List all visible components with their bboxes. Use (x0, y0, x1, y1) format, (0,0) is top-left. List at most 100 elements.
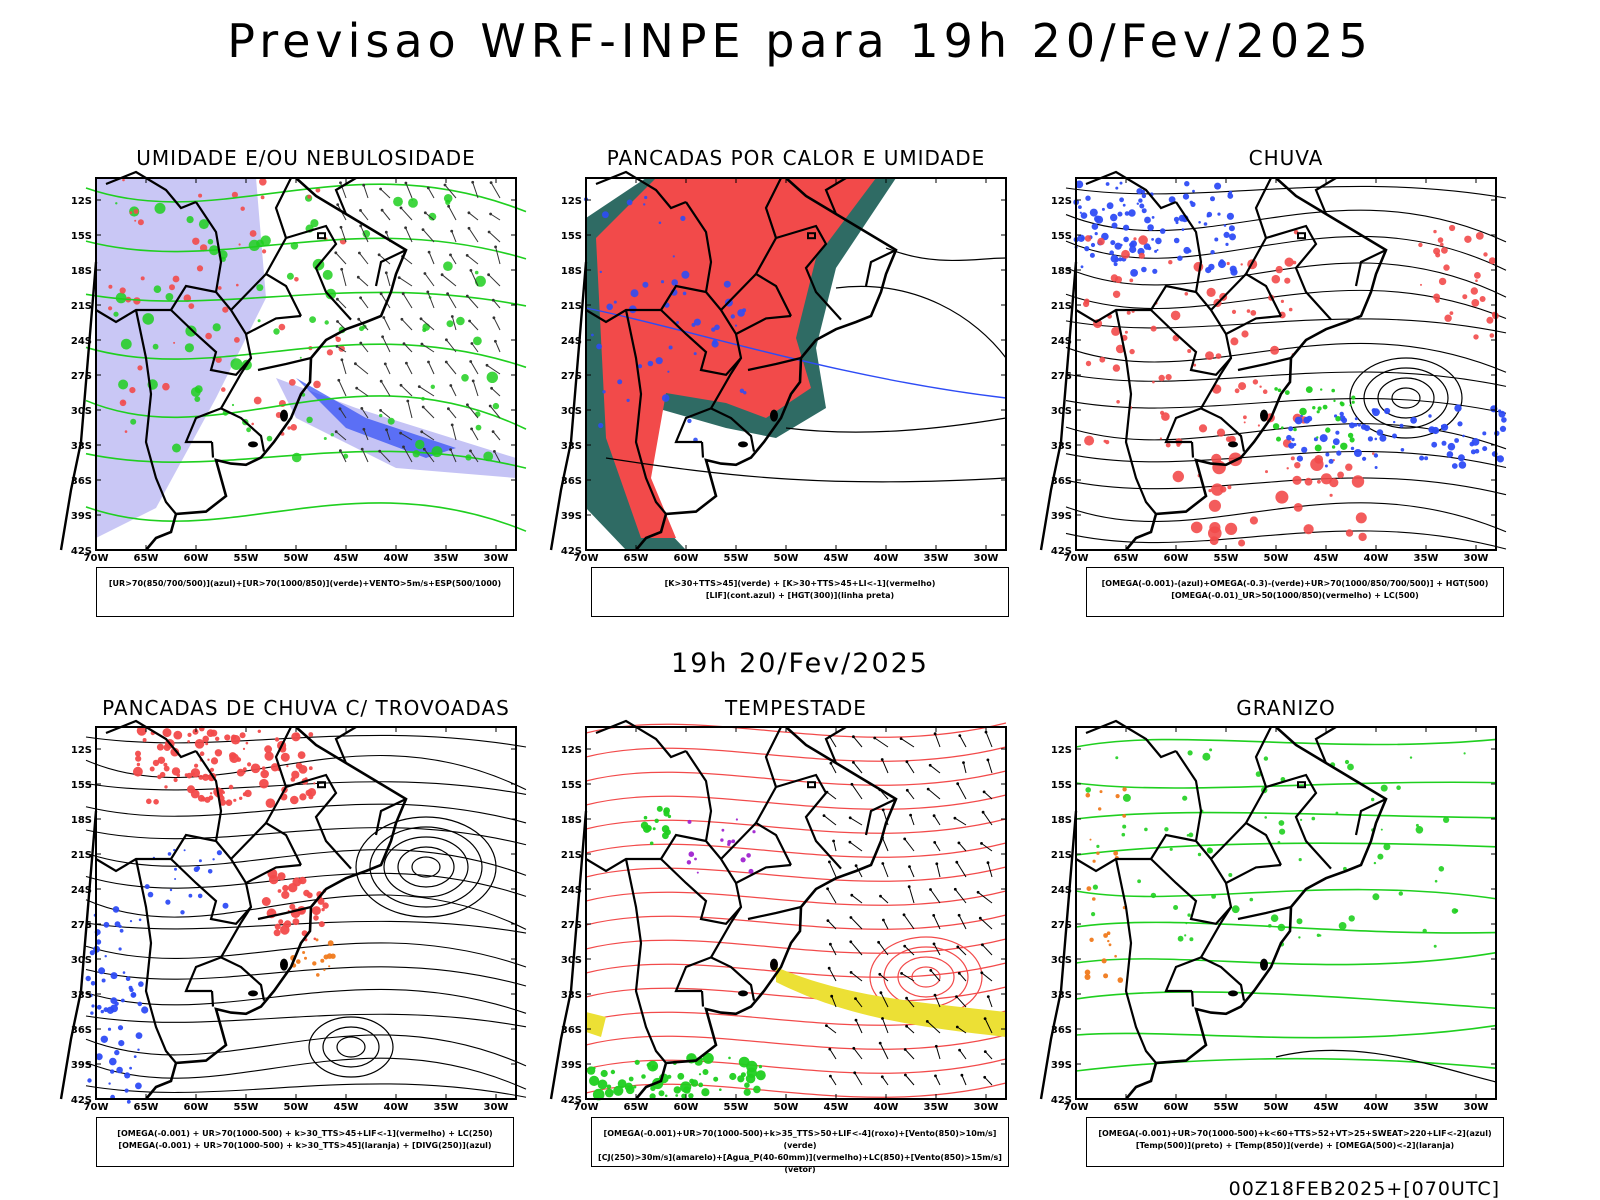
data-blob (240, 206, 245, 211)
gyre-contour (322, 1026, 380, 1068)
data-blob (292, 918, 300, 926)
wind-vector-head (981, 943, 984, 947)
data-blob (95, 939, 102, 945)
lat-label: 15S (561, 780, 582, 791)
page-title: Previsao WRF-INPE para 19h 20/Fev/2025 (227, 14, 1373, 68)
wind-vector-head (423, 272, 427, 275)
data-blob (362, 230, 371, 238)
wind-vector-head (468, 319, 471, 323)
lon-label: 50W (284, 1102, 309, 1113)
data-blob (234, 337, 240, 343)
wind-vector-head (986, 995, 990, 998)
wind-vector-head (928, 763, 932, 767)
data-blob (743, 391, 747, 395)
lat-label: 12S (561, 745, 582, 756)
wind-vector (957, 946, 967, 956)
country-border (764, 177, 782, 239)
data-blob (1322, 404, 1328, 410)
data-blob (1086, 886, 1092, 891)
data-blob (1111, 222, 1118, 229)
data-blob (1280, 299, 1284, 303)
streamline (85, 1083, 527, 1098)
wind-vector (882, 863, 889, 878)
lat-label: 27S (71, 920, 92, 931)
data-blob (215, 750, 218, 753)
data-blob (602, 390, 606, 394)
panel-title-umidade: UMIDADE E/OU NEBULOSIDADE (136, 146, 476, 170)
data-blob (1185, 922, 1188, 925)
lat-label: 30S (1051, 955, 1072, 966)
country-border (1354, 798, 1387, 836)
wind-vector (853, 1047, 863, 1060)
data-blob (118, 379, 129, 390)
data-blob (256, 284, 264, 292)
data-blob (264, 751, 274, 761)
wind-vector-head (852, 735, 855, 739)
data-blob (1117, 977, 1124, 983)
data-blob (474, 411, 481, 417)
data-blob (1096, 851, 1100, 855)
data-blob (122, 178, 125, 182)
data-blob (1217, 212, 1221, 216)
data-blob (644, 195, 648, 200)
streamline (85, 343, 527, 369)
data-blob (1301, 446, 1308, 453)
data-blob (212, 858, 215, 861)
data-blob (119, 287, 126, 294)
gyre-contour (308, 1016, 394, 1078)
data-blob (1367, 436, 1373, 442)
lon-label: 55W (724, 1102, 749, 1113)
data-blob (1112, 290, 1121, 298)
data-blob (1101, 207, 1105, 211)
wind-vector-head (926, 787, 930, 791)
data-blob (1238, 539, 1246, 547)
data-blob (1420, 283, 1422, 286)
data-blob (1085, 195, 1091, 201)
data-blob (1075, 180, 1084, 189)
wind-vector (383, 317, 391, 331)
data-blob (475, 424, 482, 431)
data-blob (1206, 211, 1213, 218)
wind-vector-head (962, 761, 965, 764)
data-blob (1349, 422, 1355, 429)
data-blob (135, 1082, 142, 1090)
coastline (1125, 726, 1388, 1100)
humidity-area (96, 178, 266, 538)
wind-vector-head (385, 428, 388, 432)
wind-vector-head (982, 790, 986, 794)
data-blob (1410, 416, 1417, 424)
wind-vector (935, 1046, 941, 1060)
temp850-contour (1075, 842, 1497, 856)
wind-vector (491, 387, 501, 397)
wind-vector-head (957, 971, 961, 975)
wind-vector (468, 212, 479, 221)
wind-vector (827, 920, 837, 930)
data-blob (104, 955, 107, 958)
federal-district (807, 781, 816, 789)
data-blob (1205, 267, 1212, 274)
lat-label: 15S (1051, 780, 1072, 791)
wind-vector-head (829, 761, 833, 765)
data-blob (1077, 234, 1085, 242)
data-blob (167, 852, 172, 856)
country-border (95, 857, 171, 873)
legend-pancadas-calor: [K>30+TTS>45](verde) + [K>30+TTS>45+LI<-… (591, 567, 1009, 617)
data-blob (136, 762, 141, 767)
wind-vector (979, 917, 993, 930)
data-blob (327, 940, 334, 947)
streamline-red (585, 1034, 1007, 1050)
wind-vector (381, 209, 391, 221)
lat-label: 24S (71, 336, 92, 347)
wind-vector-head (446, 292, 449, 296)
data-blob (215, 356, 222, 363)
lon-label: 30W (974, 1102, 999, 1113)
data-blob (650, 1085, 656, 1092)
wind-vector-head (882, 918, 885, 922)
data-blob (138, 918, 142, 922)
lon-label: 30W (974, 553, 999, 564)
data-blob (1229, 190, 1233, 194)
data-blob (262, 249, 267, 254)
gyre-contour (897, 956, 955, 998)
country-border (624, 858, 667, 1064)
forecast-time-label: 19h 20/Fev/2025 (671, 648, 929, 679)
